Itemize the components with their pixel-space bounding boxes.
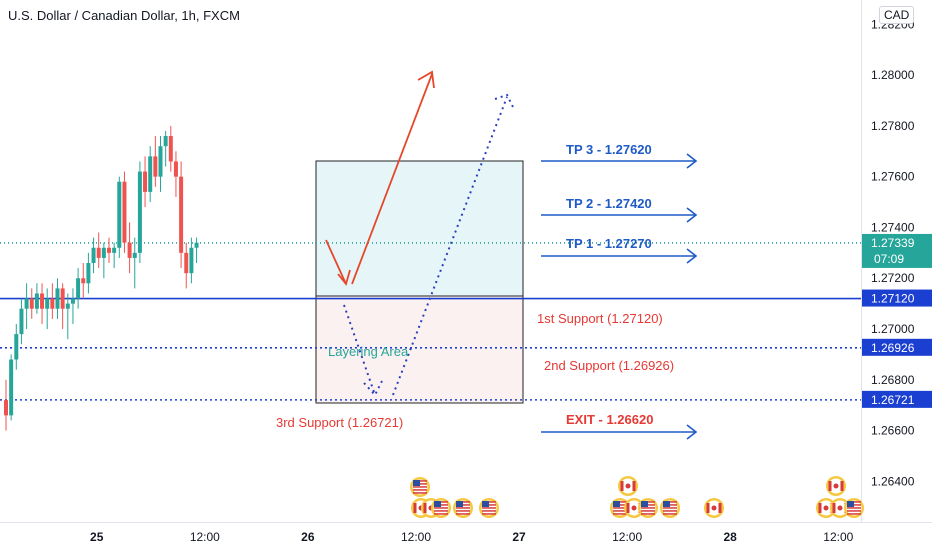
time-tick-label: 25	[90, 530, 104, 544]
candle-body	[81, 278, 86, 284]
us-event-icon[interactable]	[660, 498, 680, 518]
candle-body	[24, 298, 29, 309]
candle-body	[179, 176, 184, 253]
support1-label: 1st Support (1.27120)	[537, 311, 663, 326]
ca-event-icon[interactable]	[830, 498, 850, 518]
candle-body	[194, 242, 199, 248]
candle-body	[60, 288, 65, 309]
time-tick-label: 12:00	[612, 530, 642, 544]
time-tick-label: 12:00	[190, 530, 220, 544]
tp3-label: TP 3 - 1.27620	[566, 142, 652, 157]
us-event-icon[interactable]	[410, 477, 430, 497]
ca-event-icon[interactable]	[704, 498, 724, 518]
candle-body	[173, 161, 178, 177]
price-tick-label: 1.27200	[871, 271, 915, 285]
candle-body	[127, 242, 132, 258]
candle-body	[91, 247, 96, 263]
candle-body	[14, 334, 19, 360]
time-tick-label: 26	[301, 530, 315, 544]
price-tick-label: 1.27600	[871, 170, 915, 184]
price-tag	[862, 289, 932, 307]
candle-body	[50, 298, 55, 309]
candle-body	[40, 293, 45, 309]
price-tag-label: 1.26926	[871, 341, 915, 355]
candle-body	[9, 359, 14, 416]
time-tick-label: 28	[723, 530, 737, 544]
candle-body	[148, 156, 153, 192]
candle-body	[19, 308, 24, 335]
candle-body	[163, 136, 168, 147]
candle-body	[112, 247, 117, 253]
candle-body	[86, 263, 91, 284]
tp3-arrow	[541, 153, 698, 169]
currency-badge[interactable]: CAD	[879, 6, 915, 24]
price-axis: 1.282001.280001.278001.276001.274001.272…	[871, 17, 915, 488]
price-tick-label: 1.27800	[871, 119, 915, 133]
price-tag-label: 1.26721	[871, 393, 915, 407]
price-tick-label: 1.27000	[871, 322, 915, 336]
us-event-icon[interactable]	[638, 498, 658, 518]
candle-body	[45, 298, 50, 309]
candle-body	[122, 181, 127, 243]
candle-body	[76, 278, 81, 299]
target-zone-box	[315, 160, 524, 297]
candle-body	[137, 171, 142, 253]
candle-body	[101, 247, 106, 258]
price-tag	[862, 338, 932, 356]
layering-zone-box	[315, 295, 524, 404]
candle-body	[65, 303, 70, 309]
exit-arrow	[541, 424, 698, 440]
price-tag-countdown: 07:09	[874, 252, 904, 266]
price-tick-label: 1.27400	[871, 220, 915, 234]
time-tick-label: 12:00	[823, 530, 853, 544]
exit-label: EXIT - 1.26620	[566, 412, 653, 427]
candle-body	[4, 400, 8, 416]
candle-body	[184, 252, 189, 274]
ca-event-icon[interactable]	[826, 476, 846, 496]
candle-body	[29, 298, 34, 309]
candle-body	[132, 252, 137, 258]
candle-body	[168, 136, 173, 162]
price-tag	[862, 233, 932, 268]
us-event-icon[interactable]	[431, 498, 451, 518]
time-tick-label: 27	[512, 530, 526, 544]
tp2-arrow	[541, 207, 698, 223]
us-event-icon[interactable]	[479, 498, 499, 518]
price-tick-label: 1.26400	[871, 474, 915, 488]
price-tag-label: 1.27339	[871, 236, 915, 250]
tp1-label: TP 1 - 1.27270	[566, 236, 652, 251]
candle-body	[107, 247, 111, 253]
us-event-icon[interactable]	[453, 498, 473, 518]
candlestick-series	[4, 125, 199, 431]
economic-events	[410, 476, 864, 518]
price-tick-label: 1.28000	[871, 68, 915, 82]
tp2-label: TP 2 - 1.27420	[566, 196, 652, 211]
candle-body	[117, 181, 122, 248]
support3-label: 3rd Support (1.26721)	[276, 415, 403, 430]
support2-label: 2nd Support (1.26926)	[544, 358, 674, 373]
candle-body	[143, 171, 148, 192]
us-event-icon[interactable]	[844, 498, 864, 518]
ca-event-icon[interactable]	[618, 476, 638, 496]
price-tick-label: 1.26600	[871, 424, 915, 438]
layering-scenario-arrow	[343, 93, 514, 397]
candle-body	[34, 293, 39, 309]
time-tick-label: 12:00	[401, 530, 431, 544]
bearish-then-bullish-arrow	[325, 70, 435, 286]
candle-body	[153, 156, 158, 177]
candle-body	[70, 298, 75, 304]
candle-body	[96, 247, 101, 258]
candle-body	[158, 146, 163, 177]
candle-body	[55, 288, 60, 309]
chart-title: U.S. Dollar / Canadian Dollar, 1h, FXCM	[8, 8, 240, 23]
us-event-icon[interactable]	[610, 498, 630, 518]
tp1-arrow	[541, 248, 698, 264]
price-tag-label: 1.27120	[871, 292, 915, 306]
time-axis: 25 12:00 26 12:00 27 12:00 28 12:00	[90, 530, 854, 544]
candle-body	[189, 247, 194, 274]
layering-area-label: Layering Area	[328, 344, 409, 359]
price-tick-label: 1.26800	[871, 373, 915, 387]
price-tag	[862, 390, 932, 408]
